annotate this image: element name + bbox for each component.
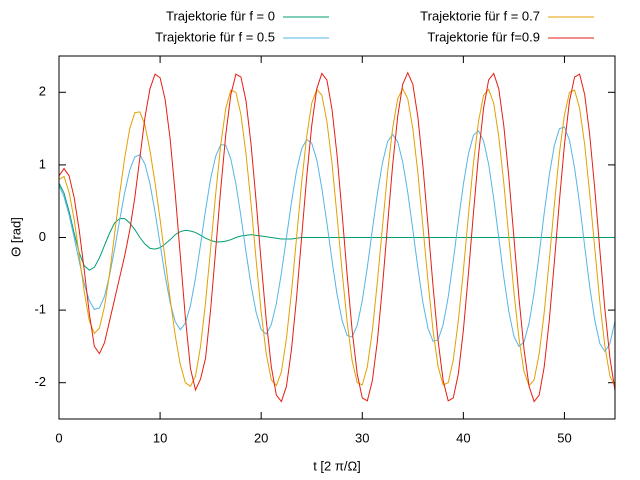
x-tick-label: 10 bbox=[153, 430, 167, 445]
series-line bbox=[58, 87, 616, 388]
series-line bbox=[58, 182, 615, 271]
plot-border bbox=[58, 55, 616, 420]
legend-label: Trajektorie für f=0.9 bbox=[427, 29, 540, 44]
series-line bbox=[58, 71, 616, 403]
legend-label: Trajektorie für f = 0.7 bbox=[420, 8, 540, 23]
x-axis-label: t [2 π/Ω] bbox=[313, 458, 361, 473]
series-line bbox=[58, 126, 616, 353]
x-tick-label: 50 bbox=[557, 430, 571, 445]
legend-label: Trajektorie für f = 0.5 bbox=[155, 29, 275, 44]
x-tick-label: 20 bbox=[254, 430, 268, 445]
y-tick-label: 0 bbox=[39, 229, 46, 244]
legend-label: Trajektorie für f = 0 bbox=[166, 8, 275, 23]
y-tick-label: -1 bbox=[34, 302, 46, 317]
x-tick-label: 40 bbox=[456, 430, 470, 445]
x-tick-label: 0 bbox=[55, 430, 62, 445]
y-tick-label: 1 bbox=[39, 156, 46, 171]
x-tick-label: 30 bbox=[355, 430, 369, 445]
y-tick-label: 2 bbox=[39, 84, 46, 99]
y-tick-label: -2 bbox=[34, 374, 46, 389]
y-axis-label: Θ [rad] bbox=[8, 217, 23, 257]
